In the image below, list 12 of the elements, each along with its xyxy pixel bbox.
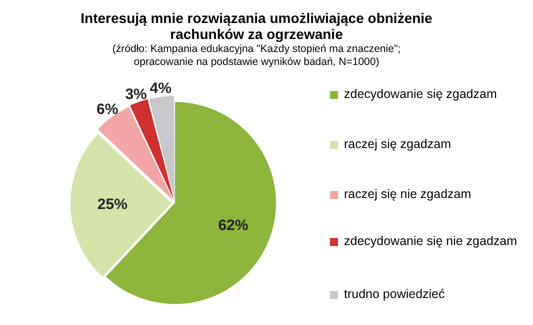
legend-label: trudno powiedzieć	[344, 287, 445, 301]
chart-subtitle: (źródło: Kampania edukacyjna "Każdy stopień ma znaczenie"; opracowanie na podstawie wyników badań, N=1000)	[111, 43, 402, 69]
data-label: 62%	[218, 217, 248, 234]
data-label: 6%	[96, 101, 118, 118]
data-label: 3%	[125, 86, 147, 103]
legend-label: raczej się zgadzam	[344, 137, 451, 151]
chart-title: Interesują mnie rozwiązania umożliwiające obniżenie rachunków za ogrzewanie	[80, 10, 434, 42]
data-label: 25%	[97, 196, 128, 214]
legend-label: raczej się nie zgadzam	[344, 187, 472, 201]
legend-label: zdecydowanie się zgadzam	[344, 87, 497, 101]
data-label: 4%	[150, 80, 172, 98]
legend-label: zdecydowanie się nie zgadzam	[344, 234, 518, 248]
